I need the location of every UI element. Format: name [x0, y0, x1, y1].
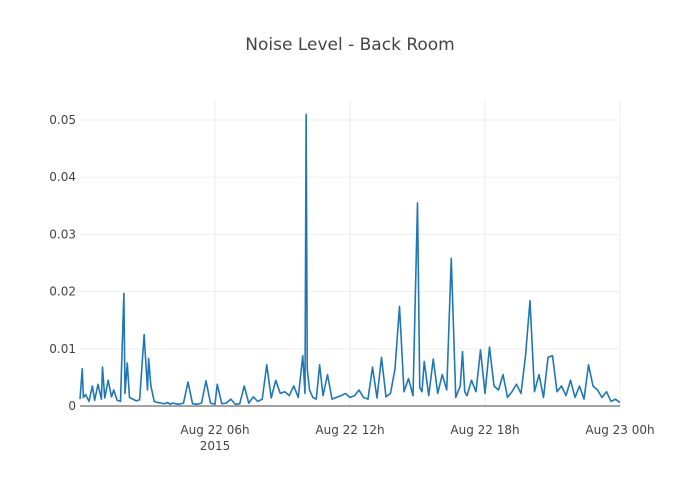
y-tick-label: 0.05: [49, 113, 76, 127]
x-tick-sublabel: 2015: [200, 439, 231, 453]
chart-title: Noise Level - Back Room: [245, 35, 454, 55]
x-tick-label: Aug 22 06h: [180, 423, 249, 437]
grid-lines: [80, 100, 621, 406]
x-tick-label: Aug 22 12h: [315, 423, 384, 437]
x-tick-label: Aug 22 18h: [450, 423, 519, 437]
x-tick-label: Aug 23 00h: [585, 423, 654, 437]
series-line: [79, 113, 621, 406]
y-tick-label: 0: [68, 399, 76, 413]
y-tick-label: 0.01: [49, 342, 76, 356]
y-tick-label: 0.02: [49, 285, 76, 299]
y-tick-label: 0.03: [49, 227, 76, 241]
axes: 0 0.01 0.02 0.03 0.04 0.05 Aug 22 06h 2015 Aug 2…: [49, 113, 654, 453]
plot-series: [79, 113, 621, 406]
y-tick-label: 0.04: [49, 170, 76, 184]
